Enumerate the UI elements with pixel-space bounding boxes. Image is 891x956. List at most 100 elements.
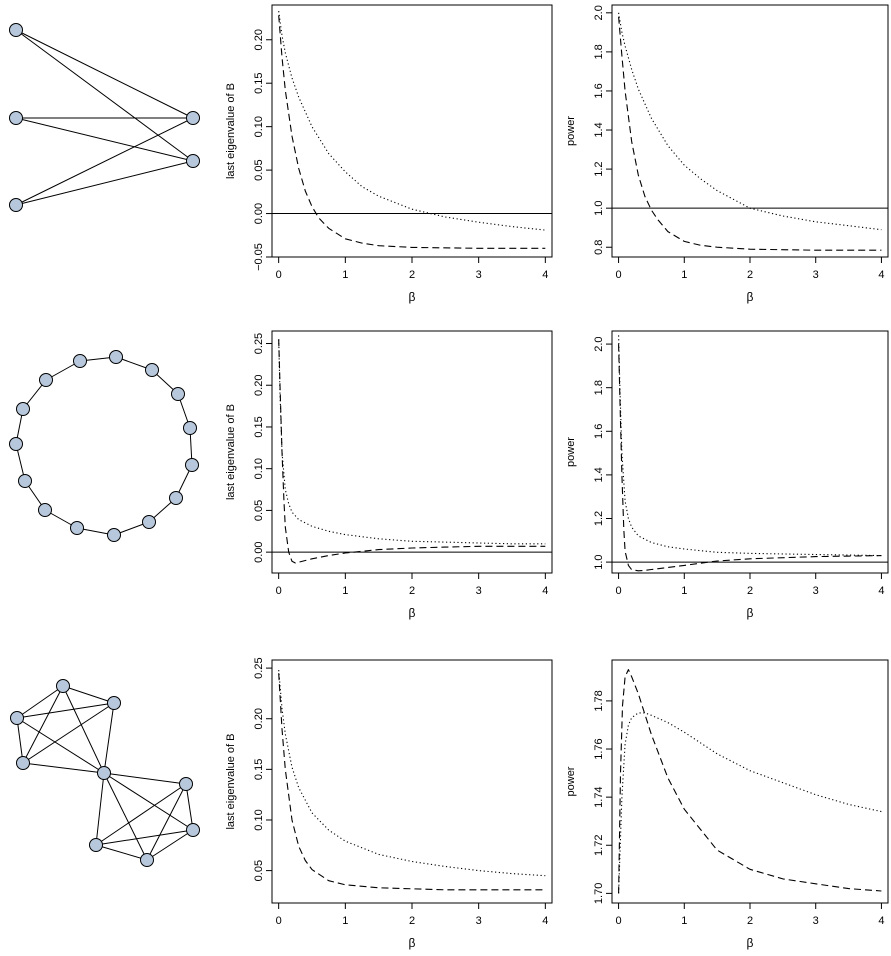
graph-node (186, 154, 200, 168)
chart-panel-6: 0 1 2 3 4 1.70 1.72 1.74 1.76 1.78 β power (565, 659, 889, 950)
x-axis-label: β (747, 606, 754, 620)
x-tick-label: 0 (616, 915, 622, 927)
x-axis-label: β (747, 290, 754, 304)
graph-node (171, 387, 185, 401)
y-axis-label: power (565, 766, 577, 796)
graph-edge (62, 685, 105, 774)
x-axis-label: β (409, 606, 416, 620)
x-tick-label: 0 (276, 585, 282, 597)
y-tick-label: 0.15 (253, 759, 265, 780)
graph-node (107, 528, 121, 542)
plot-frame (611, 659, 889, 904)
graph-node (39, 373, 53, 387)
y-tick-label: 0.05 (253, 860, 265, 881)
graph-node (16, 402, 30, 416)
y-tick-label: 1.4 (593, 122, 605, 137)
graph-node (145, 363, 159, 377)
y-axis-label: power (565, 437, 577, 467)
graph-edge (95, 772, 105, 846)
plot-frame (611, 4, 889, 258)
y-tick-label: 0.20 (253, 708, 265, 729)
dashed-series-line (278, 339, 546, 564)
x-tick-label: 3 (476, 915, 482, 927)
y-tick-label: 0.25 (253, 333, 265, 354)
y-tick-label: 1.76 (593, 738, 605, 759)
x-tick-label: 3 (476, 585, 482, 597)
graph-node (9, 23, 23, 37)
dotted-series-line (618, 12, 882, 231)
plot-frame (271, 4, 553, 258)
graph-node (183, 421, 197, 435)
graph-node (16, 756, 30, 770)
x-tick-label: 2 (747, 585, 753, 597)
y-tick-label: 1.70 (593, 883, 605, 904)
x-tick-label: 1 (681, 585, 687, 597)
x-tick-label: 1 (681, 269, 687, 281)
y-tick-label: 0.8 (593, 240, 605, 255)
chart-panel-3: 0 1 2 3 4 0.00 0.05 0.10 0.15 0.20 0.25 β last eigen… (225, 330, 553, 620)
x-axis-label: β (409, 936, 416, 950)
graph-node (140, 853, 154, 867)
y-tick-label: 0.00 (253, 541, 265, 562)
graph-edge (103, 702, 115, 774)
y-tick-label: 1.8 (593, 44, 605, 59)
graph-node (142, 515, 156, 529)
graph-node (18, 474, 32, 488)
graph-node (97, 766, 111, 780)
graph-edge (16, 717, 105, 774)
x-tick-label: 0 (276, 915, 282, 927)
graph-edge (22, 702, 115, 764)
y-tick-label: 2.0 (593, 336, 605, 351)
graph-node (73, 354, 87, 368)
x-tick-label: 4 (878, 915, 884, 927)
graph-node (9, 198, 23, 212)
x-tick-label: 2 (409, 269, 415, 281)
graph-edge (62, 685, 115, 704)
y-tick-label: 1.2 (593, 161, 605, 176)
x-tick-label: 2 (747, 915, 753, 927)
y-tick-label: 1.2 (593, 511, 605, 526)
x-axis-label: β (747, 936, 754, 950)
x-tick-label: 4 (878, 585, 884, 597)
x-tick-label: 0 (276, 269, 282, 281)
y-tick-label: 1.72 (593, 835, 605, 856)
plot-frame (271, 330, 553, 574)
graph-edge (15, 160, 194, 206)
dashed-series-line (618, 344, 882, 572)
x-tick-label: 1 (681, 915, 687, 927)
y-tick-label: 0.15 (253, 416, 265, 437)
x-tick-label: 0 (616, 585, 622, 597)
y-tick-label: 0.20 (253, 375, 265, 396)
y-tick-label: 1.8 (593, 380, 605, 395)
graph-edge (103, 772, 148, 861)
y-tick-label: 1.78 (593, 690, 605, 711)
graph-node (169, 491, 183, 505)
dashed-series-line (278, 15, 546, 249)
x-tick-label: 4 (542, 915, 548, 927)
y-tick-label: 1.74 (593, 786, 605, 807)
x-tick-label: 3 (813, 269, 819, 281)
x-axis-label: β (409, 290, 416, 304)
graph-edge (15, 29, 194, 119)
y-tick-label: 0.10 (253, 116, 265, 137)
graph-edge (146, 829, 194, 861)
graph-node (70, 521, 84, 535)
x-tick-label: 4 (542, 269, 548, 281)
chart-panel-5: 0 1 2 3 4 0.05 0.10 0.15 0.20 0.25 β last eigenvalu… (225, 657, 553, 950)
dashed-series-line (618, 669, 882, 894)
y-tick-label: 1.6 (593, 83, 605, 98)
graph-node (185, 458, 199, 472)
y-tick-label: 0.10 (253, 809, 265, 830)
y-tick-label: 0.10 (253, 458, 265, 479)
x-tick-label: 1 (342, 915, 348, 927)
graph-node (38, 503, 52, 517)
network-graph-1 (9, 23, 200, 212)
dotted-series-line (618, 335, 882, 557)
x-tick-label: 1 (342, 269, 348, 281)
graph-edge (103, 772, 187, 785)
y-tick-label: 1.0 (593, 554, 605, 569)
x-tick-label: 2 (409, 585, 415, 597)
y-tick-label: −0.05 (253, 243, 265, 271)
x-tick-label: 2 (409, 915, 415, 927)
